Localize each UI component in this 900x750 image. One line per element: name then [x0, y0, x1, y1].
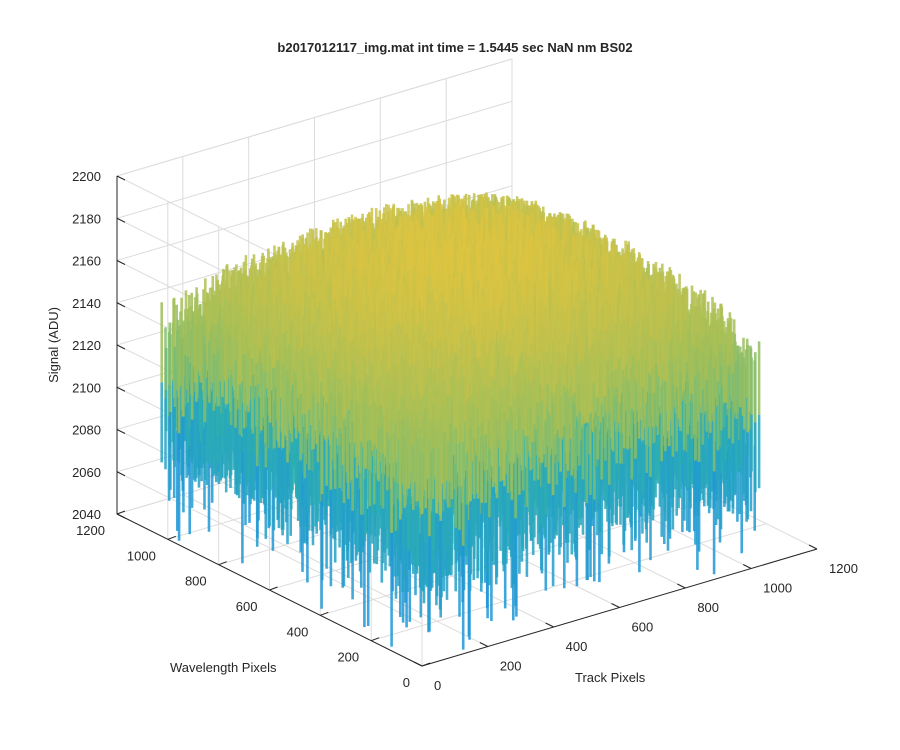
surface-plot [160, 192, 761, 650]
